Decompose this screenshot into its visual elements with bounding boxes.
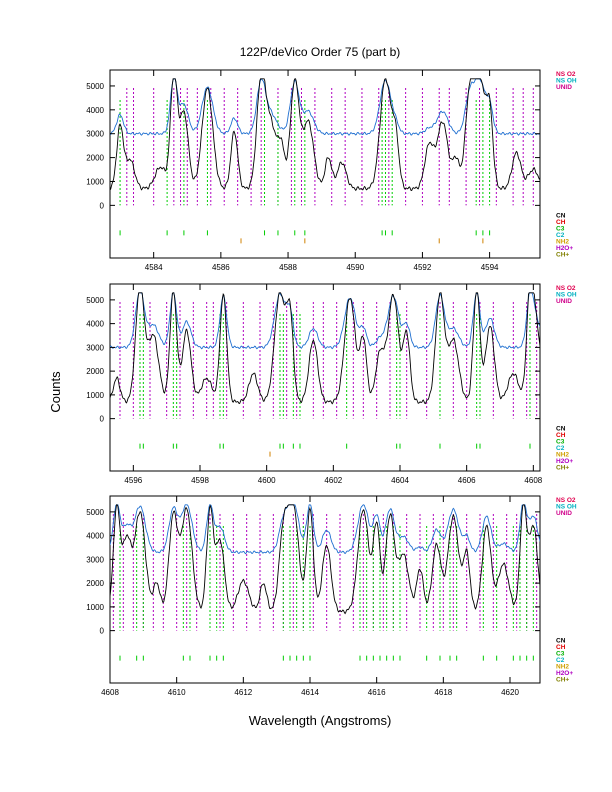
legend-bottom-entry: NH2: [556, 452, 569, 459]
legend-bottom-entry: CN: [556, 638, 566, 645]
legend-top-entry: NS O2: [556, 71, 576, 78]
y-tick-label: 2000: [86, 367, 104, 376]
model-spectrum-line: [110, 504, 540, 555]
raw-spectrum-line: [110, 78, 540, 192]
legend-bottom-entry: C2: [556, 232, 565, 239]
y-tick-label: 5000: [86, 296, 104, 305]
legend-top-entry: NS OH: [556, 292, 577, 299]
legend-bottom-entry: NH2: [556, 238, 569, 245]
y-axis-label: Counts: [48, 371, 63, 413]
y-tick-label: 1000: [86, 603, 104, 612]
legend-bottom-entry: H2O+: [556, 670, 573, 677]
y-tick-label: 3000: [86, 130, 104, 139]
y-tick-label: 4000: [86, 106, 104, 115]
x-tick-label: 4606: [458, 476, 476, 485]
y-tick-label: 5000: [86, 508, 104, 517]
legend-top-entry: UNID: [556, 298, 572, 305]
x-tick-label: 4594: [481, 263, 499, 272]
y-tick-label: 0: [100, 201, 105, 210]
legend-bottom-entry: CN: [556, 426, 566, 433]
panel-bottom: 0 1000 2000 3000 4000 5000 4608 4610 4612 4614 461…: [86, 495, 577, 697]
y-tick-label: 2000: [86, 579, 104, 588]
legend-bottom-entry: CH+: [556, 251, 569, 258]
legend-bottom-entry: C2: [556, 445, 565, 452]
x-tick-label: 4614: [301, 688, 319, 697]
x-tick-label: 4584: [145, 263, 163, 272]
x-tick-label: 4608: [101, 688, 119, 697]
y-tick-label: 5000: [86, 82, 104, 91]
legend-top-entry: NS OH: [556, 78, 577, 85]
y-tick-label: 1000: [86, 391, 104, 400]
plot-frame-bottom: [109, 495, 541, 684]
raw-spectrum-line: [110, 292, 540, 405]
y-tick-label: 0: [100, 415, 105, 424]
x-tick-label: 4612: [234, 688, 252, 697]
legend-bottom-entry: C2: [556, 657, 565, 664]
y-tick-label: 0: [100, 627, 105, 636]
legend-bottom-entry: CH+: [556, 677, 569, 684]
legend-top-entry: UNID: [556, 84, 572, 91]
x-tick-label: 4604: [391, 476, 409, 485]
legend-bottom-entry: CN: [556, 212, 566, 219]
x-axis-label: Wavelength (Angstroms): [249, 713, 392, 728]
y-tick-label: 3000: [86, 343, 104, 352]
x-tick-label: 4592: [414, 263, 432, 272]
legend-bottom-entry: C3: [556, 651, 565, 658]
x-tick-label: 4610: [168, 688, 186, 697]
x-tick-label: 4600: [258, 476, 276, 485]
legend-bottom-entry: H2O+: [556, 245, 573, 252]
plot-frame-middle: [109, 283, 541, 472]
x-tick-label: 4588: [279, 263, 297, 272]
x-tick-label: 4616: [368, 688, 386, 697]
x-tick-label: 4598: [191, 476, 209, 485]
legend-bottom-entry: CH+: [556, 465, 569, 472]
x-tick-label: 4618: [434, 688, 452, 697]
legend-bottom-entry: C3: [556, 225, 565, 232]
y-tick-label: 1000: [86, 177, 104, 186]
plot-area-top: [110, 78, 540, 244]
y-tick-label: 3000: [86, 555, 104, 564]
plot-area-bottom: [110, 504, 540, 661]
x-tick-label: 4620: [501, 688, 519, 697]
x-tick-label: 4586: [212, 263, 230, 272]
x-tick-label: 4590: [346, 263, 364, 272]
y-tick-label: 4000: [86, 532, 104, 541]
plot-frame-top: [109, 69, 541, 259]
legend-bottom-entry: H2O+: [556, 458, 573, 465]
legend-top-entry: NS OH: [556, 504, 577, 511]
legend-bottom-entry: NH2: [556, 664, 569, 671]
plot-area-middle: [110, 292, 540, 457]
legend-top-entry: NS O2: [556, 497, 576, 504]
chart-title: 122P/deVico Order 75 (part b): [240, 45, 401, 59]
x-tick-label: 4596: [124, 476, 142, 485]
legend-bottom-entry: CH: [556, 644, 566, 651]
legend-bottom-entry: CH: [556, 432, 566, 439]
x-tick-label: 4608: [524, 476, 542, 485]
legend-top-entry: NS O2: [556, 285, 576, 292]
legend-top-entry: UNID: [556, 510, 572, 517]
legend-bottom-entry: C3: [556, 439, 565, 446]
y-tick-label: 2000: [86, 154, 104, 163]
x-tick-label: 4602: [324, 476, 342, 485]
legend-bottom-entry: CH: [556, 219, 566, 226]
model-spectrum-line: [110, 292, 540, 350]
panel-middle: 0 1000 2000 3000 4000 5000 4596 4598 4600 4602 460…: [86, 283, 577, 485]
raw-spectrum-line: [110, 504, 540, 615]
panel-top: 0 1000 2000 3000 4000 5000 4584 4586 4588 4590 459…: [86, 69, 577, 272]
model-spectrum-line: [110, 78, 540, 136]
y-tick-label: 4000: [86, 320, 104, 329]
